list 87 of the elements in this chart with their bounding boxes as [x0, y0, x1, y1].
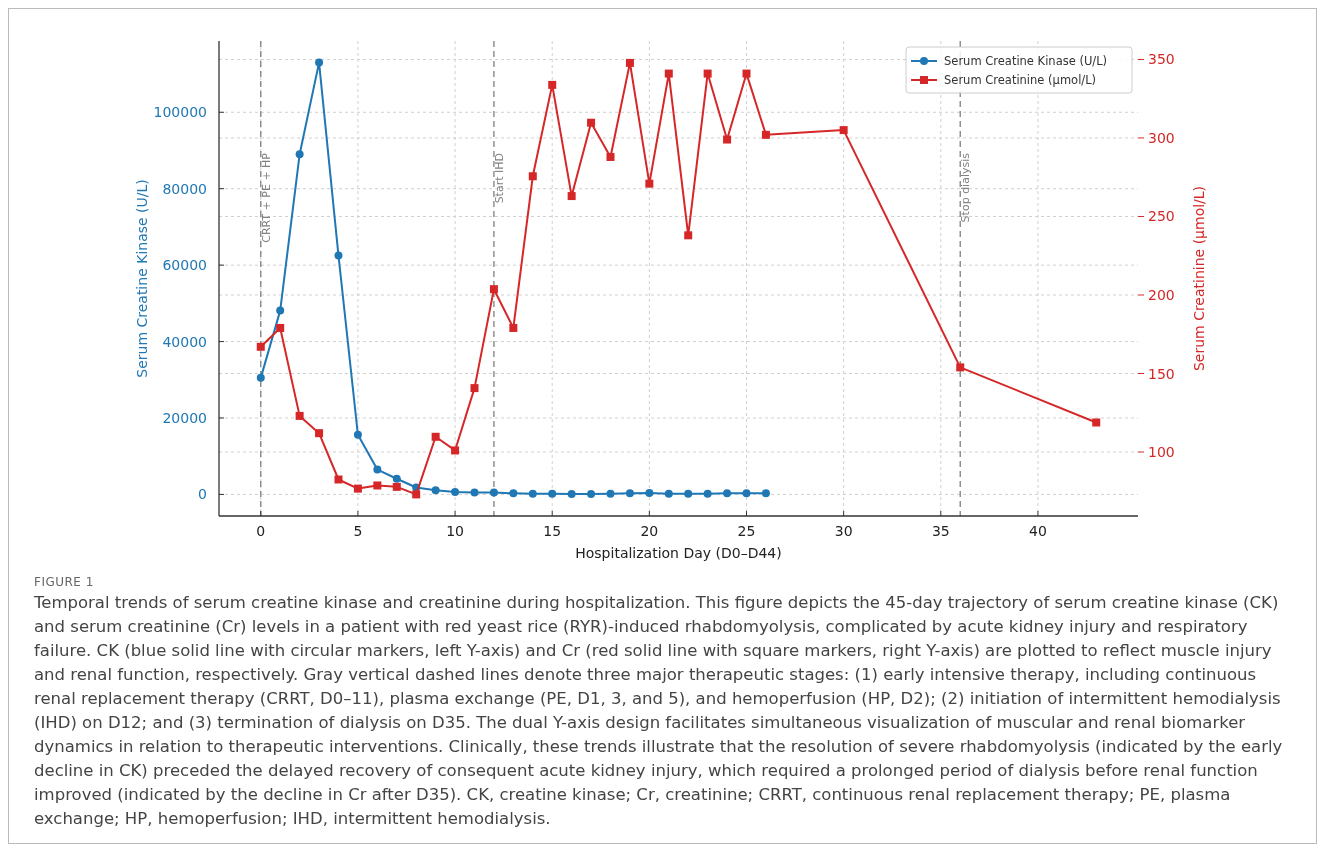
- x-tick-label: 5: [353, 523, 363, 539]
- x-tick-label: 25: [737, 523, 756, 539]
- point: [431, 486, 440, 495]
- point: [334, 475, 343, 484]
- point: [256, 342, 265, 351]
- point: [645, 179, 654, 188]
- x-tick-label: 35: [931, 523, 950, 539]
- point: [742, 69, 751, 78]
- y-tick-label: 40000: [162, 333, 207, 350]
- x-tick-label: 30: [834, 523, 853, 539]
- point: [509, 323, 518, 332]
- y-tick-label: 20000: [162, 409, 207, 426]
- point: [470, 488, 479, 497]
- point: [839, 126, 848, 135]
- point: [295, 150, 304, 159]
- x-tick-label: 0: [256, 523, 266, 539]
- y2-tick-label: 250: [1148, 208, 1175, 225]
- point: [489, 285, 498, 294]
- x-tick-label: 10: [446, 523, 464, 539]
- point: [373, 465, 382, 474]
- point: [684, 231, 693, 240]
- point: [451, 446, 460, 455]
- x-tick-label: 40: [1029, 523, 1047, 539]
- point: [1092, 418, 1101, 427]
- point: [606, 489, 615, 498]
- text: Temporal trends of serum creatine kinase and creatinine during hospitalization. This figure depicts the 45-day trajectory of serum creatine kinase (CK) and serum creatinine (Cr) levels in a patient with red yeast rice (RYR)-induced rhabdomyolysis, complicated by acute kidney injury and respiratory failure. CK (blue solid line with circular markers, left Y-axis) and Cr (red solid line with square markers, right Y-axis) are plotted to reflect muscle injury and renal function, respectively. Gray vertical dashed lines denote three major therapeutic stages: (1) early intensive therapy, including continuous renal replacement therapy (CRRT, D0–11), plasma exchange (PE, D1, 3, and 5), and hemoperfusion (HP, D2); (2) initiation of intermittent hemodialysis (IHD) on D12; and (3) termination of dialysis on D35. The dual Y-axis design facilitates simultaneous visualization of muscular and renal biomarker dynamics in relation to therapeutic interventions. Clinically, these trends illustrate that the resolution of severe rhabdomyolysis (indicated by the early decline in CK) preceded the delayed recovery of consequent acute kidney injury, which required a prolonged period of dialysis before renal function improved (indicated by the decline in Cr after D35). CK, creatine kinase; Cr, creatinine; CRRT, continuous renal replacement therapy; PE, plasma exchange; HP, hemoperfusion; IHD, intermittent hemodialysis.: [34, 593, 1283, 828]
- y2-tick-label: 300: [1148, 129, 1175, 146]
- point: [431, 432, 440, 441]
- legend-label: Serum Creatine Kinase (U/L): [944, 54, 1108, 68]
- y-tick-label: 100000: [153, 104, 207, 121]
- point: [276, 306, 285, 315]
- point: [664, 489, 673, 498]
- point: [703, 489, 712, 498]
- point: [567, 490, 576, 499]
- point: [606, 152, 615, 161]
- point: [315, 58, 324, 67]
- y2-tick-label: 350: [1148, 51, 1175, 68]
- point: [761, 130, 770, 139]
- legend-label: Serum Creatinine (µmol/L): [944, 73, 1097, 87]
- point: [703, 69, 712, 78]
- ref-line-label: Start IHD: [492, 153, 506, 204]
- point: [373, 481, 382, 490]
- point: [587, 118, 596, 127]
- point: [664, 69, 673, 78]
- point: [353, 430, 362, 439]
- caption: FIGURE 1: [33, 574, 95, 589]
- point: [334, 251, 343, 260]
- point: [625, 58, 634, 67]
- y-axis-title: Serum Creatine Kinase (U/L): [134, 179, 150, 378]
- point: [742, 489, 751, 498]
- point: [567, 192, 576, 201]
- ref-line-label: Stop dialysis: [959, 152, 973, 223]
- point: [723, 489, 732, 498]
- y2-tick-label: 100: [1148, 444, 1175, 461]
- point: [528, 489, 537, 498]
- y-tick-label: 80000: [162, 180, 207, 197]
- y2-axis-title: Serum Creatinine (µmol/L): [1191, 185, 1207, 372]
- x-axis-title: Hospitalization Day (D0–D44): [575, 545, 782, 561]
- ref-line-label: CRRT + PE + HP: [259, 152, 273, 243]
- point: [315, 429, 324, 438]
- y2-tick-label: 150: [1148, 365, 1175, 382]
- point: [451, 488, 460, 497]
- point: [392, 482, 401, 491]
- point: [587, 490, 596, 499]
- point: [528, 172, 537, 181]
- point: [276, 323, 285, 332]
- point: [295, 411, 304, 420]
- point: [353, 484, 362, 493]
- point: [470, 384, 479, 393]
- point: [412, 490, 421, 499]
- y-tick-label: 60000: [162, 257, 207, 274]
- point: [761, 489, 770, 498]
- x-tick-label: 15: [543, 523, 562, 539]
- point: [509, 489, 518, 498]
- point: [684, 489, 693, 498]
- x-tick-label: 20: [640, 523, 659, 539]
- point: [392, 474, 401, 483]
- point: [548, 489, 557, 498]
- y2-tick-label: 200: [1148, 286, 1175, 303]
- point: [256, 373, 265, 382]
- point: [625, 489, 634, 498]
- point: [489, 488, 498, 497]
- point: [645, 488, 654, 497]
- point: [956, 363, 965, 372]
- y-tick-label: 0: [198, 486, 207, 503]
- point: [548, 80, 557, 89]
- point: [723, 135, 732, 144]
